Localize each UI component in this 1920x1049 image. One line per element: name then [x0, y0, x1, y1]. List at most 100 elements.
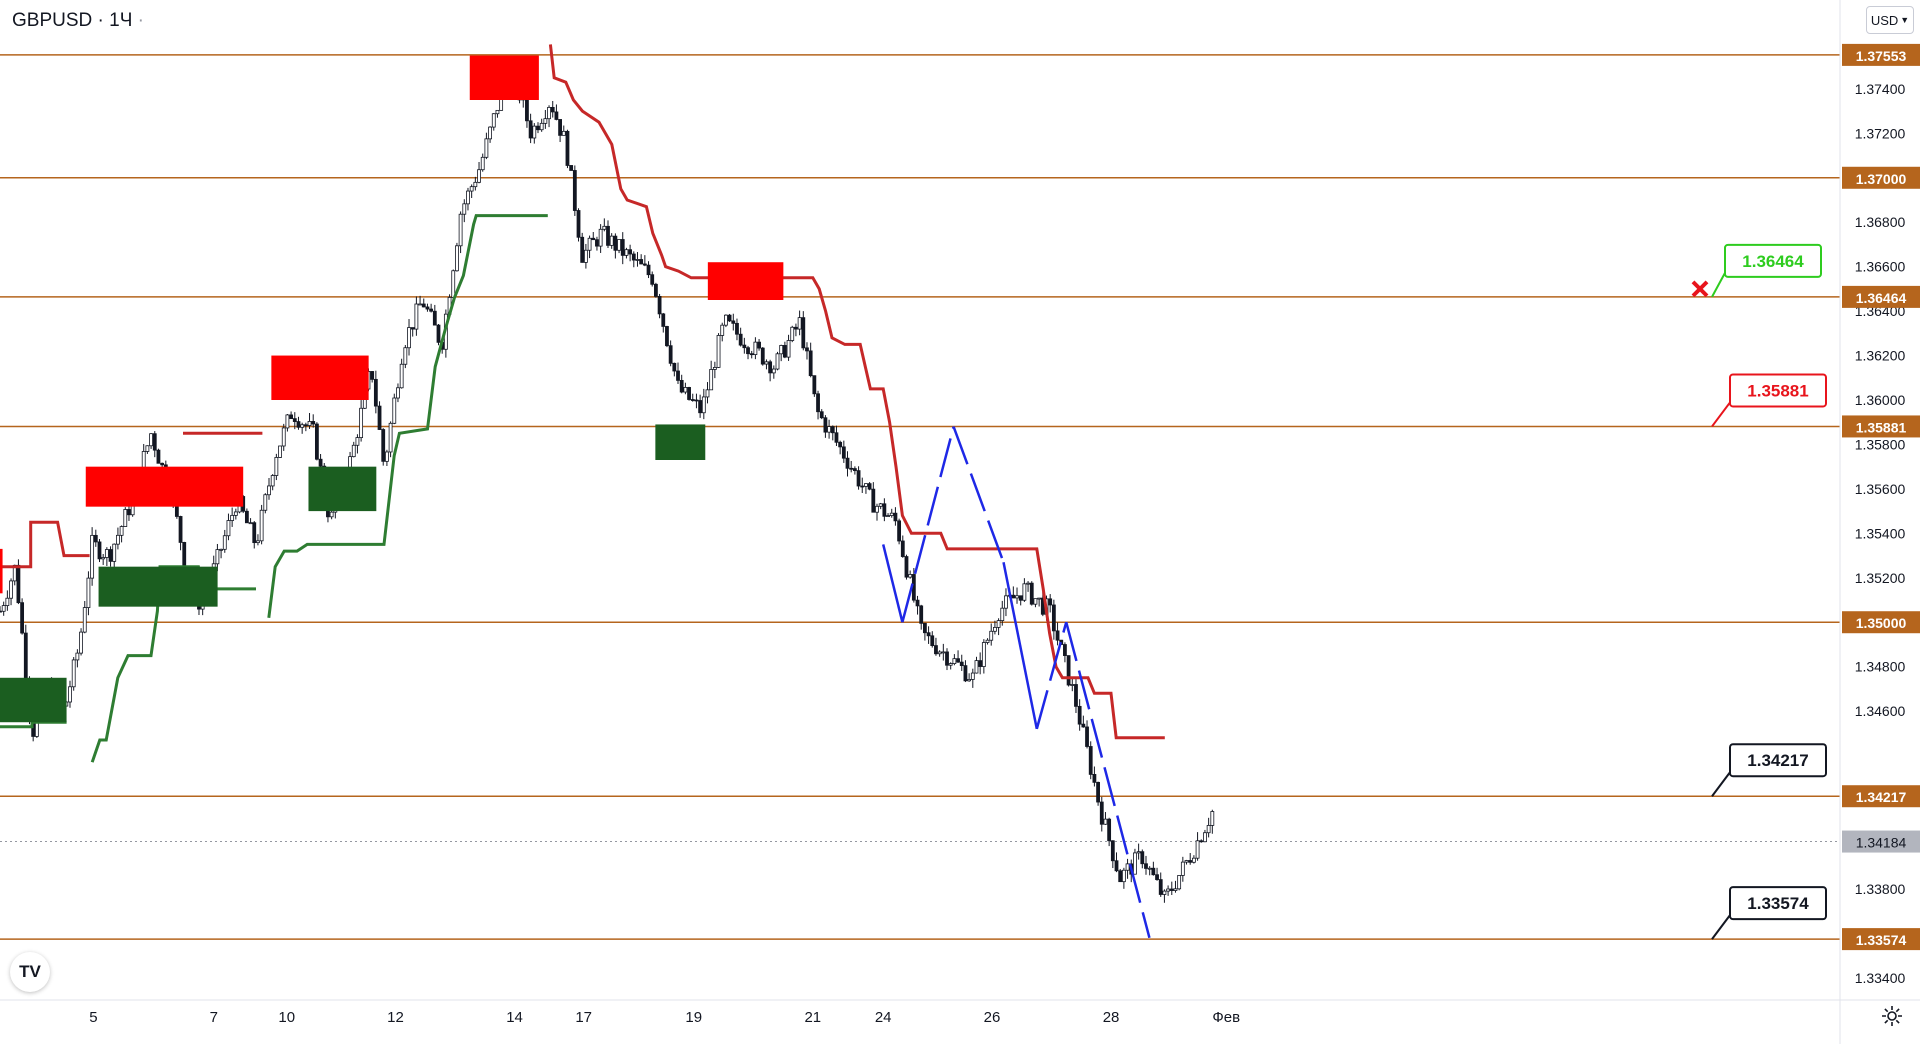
level-badge[interactable]	[1842, 43, 1920, 66]
level-badge[interactable]	[1842, 928, 1920, 951]
demand-zone[interactable]	[655, 424, 706, 460]
demand-zone[interactable]	[0, 677, 67, 723]
pattern-line[interactable]	[881, 544, 904, 623]
callout-pointer	[1711, 401, 1731, 428]
candle-body	[709, 369, 714, 391]
candle-body	[281, 427, 286, 447]
candle-body	[683, 387, 688, 393]
pattern-line[interactable]	[952, 426, 1005, 563]
candle-body	[569, 165, 574, 171]
candle-body	[724, 314, 728, 326]
candle-body	[525, 98, 529, 122]
candle-body	[665, 326, 669, 347]
candle-body	[760, 347, 765, 365]
price-label-callout[interactable]: 1.33574	[1711, 886, 1827, 940]
candle-body	[79, 631, 83, 654]
candle-body	[782, 345, 787, 358]
level-badge-text: 1.37000	[1856, 171, 1907, 187]
level-badge-text: 1.37553	[1856, 48, 1907, 64]
candle-body	[919, 605, 924, 624]
pattern-line[interactable]	[1065, 621, 1151, 939]
gear-icon[interactable]	[1880, 1004, 1904, 1028]
candle-body	[20, 602, 25, 634]
supply-zone[interactable]	[85, 466, 244, 507]
pattern-line[interactable]	[901, 426, 955, 623]
price-axis-tick: 1.34600	[1855, 703, 1906, 719]
candle-body	[934, 645, 938, 655]
candle-body	[550, 106, 555, 113]
current-price-badge[interactable]	[1842, 830, 1920, 853]
supply-zone[interactable]	[271, 355, 369, 400]
pattern-line[interactable]	[1035, 621, 1068, 730]
tradingview-logo[interactable]: TV	[10, 952, 50, 992]
candle-body	[937, 651, 942, 655]
time-axis-tick: 17	[575, 1009, 592, 1026]
symbol-header[interactable]: GBPUSD · 1Ч ·	[12, 10, 144, 32]
level-badge[interactable]	[1842, 785, 1920, 808]
candle-body	[690, 399, 695, 401]
candle-body	[705, 389, 710, 398]
candle-body	[1037, 597, 1042, 600]
candle-body	[753, 341, 758, 355]
time-axis-tick: 28	[1103, 1009, 1120, 1026]
level-badge[interactable]	[1842, 285, 1920, 308]
currency-select[interactable]: USD ▼	[1866, 6, 1914, 34]
cross-marker-icon[interactable]	[1691, 280, 1709, 298]
price-axis-tick: 1.36800	[1855, 214, 1906, 230]
candle-body	[886, 515, 890, 517]
candle-body	[491, 113, 496, 128]
price-label-callout[interactable]: 1.34217	[1711, 743, 1827, 797]
candle-body	[948, 663, 953, 666]
candle-body	[849, 467, 854, 470]
candle-body	[819, 411, 824, 419]
level-badge[interactable]	[1842, 611, 1920, 634]
candle-body	[558, 119, 562, 136]
candle-body	[1, 605, 6, 612]
candle-body	[1026, 582, 1030, 585]
candle-body	[1180, 861, 1185, 876]
supply-zone[interactable]	[469, 55, 539, 100]
supply-zone[interactable]	[0, 548, 3, 594]
candle-body	[71, 659, 76, 688]
candle-body	[897, 520, 902, 542]
candle-body	[1136, 851, 1141, 854]
currency-value: USD	[1870, 12, 1899, 28]
candle-body	[816, 393, 820, 413]
price-axis-tick: 1.36000	[1855, 392, 1906, 408]
candle-body	[532, 125, 537, 139]
candle-body	[587, 237, 592, 251]
candle-body	[978, 660, 983, 667]
level-badge-text: 1.36464	[1856, 290, 1907, 306]
candle-body	[104, 549, 109, 558]
candle-body	[296, 421, 301, 428]
candle-body	[1121, 869, 1126, 883]
level-badge[interactable]	[1842, 415, 1920, 438]
candle-body	[359, 407, 364, 438]
price-label-callout[interactable]: 1.36464	[1711, 243, 1822, 298]
candle-body	[956, 658, 960, 663]
candle-body	[539, 122, 544, 131]
time-axis-tick: 7	[210, 1009, 218, 1026]
candle-body	[1077, 705, 1082, 725]
demand-zone[interactable]	[98, 566, 218, 607]
candle-body	[278, 445, 282, 458]
price-label-callout[interactable]: 1.35881	[1711, 373, 1827, 428]
candle-body	[801, 317, 806, 349]
candle-body	[970, 672, 975, 680]
candle-body	[373, 378, 378, 407]
candle-body	[735, 322, 739, 335]
candle-body	[473, 181, 478, 188]
candle-body	[1110, 840, 1115, 862]
demand-zone[interactable]	[308, 466, 377, 512]
candle-body	[1015, 595, 1019, 599]
level-badge[interactable]	[1842, 166, 1920, 189]
supply-zone[interactable]	[707, 262, 784, 300]
pattern-line[interactable]	[1002, 561, 1039, 730]
candle-body	[1051, 604, 1056, 632]
candle-body	[1092, 774, 1097, 783]
candle-body	[270, 475, 275, 487]
candle-body	[248, 522, 253, 525]
candle-body	[1158, 879, 1163, 895]
